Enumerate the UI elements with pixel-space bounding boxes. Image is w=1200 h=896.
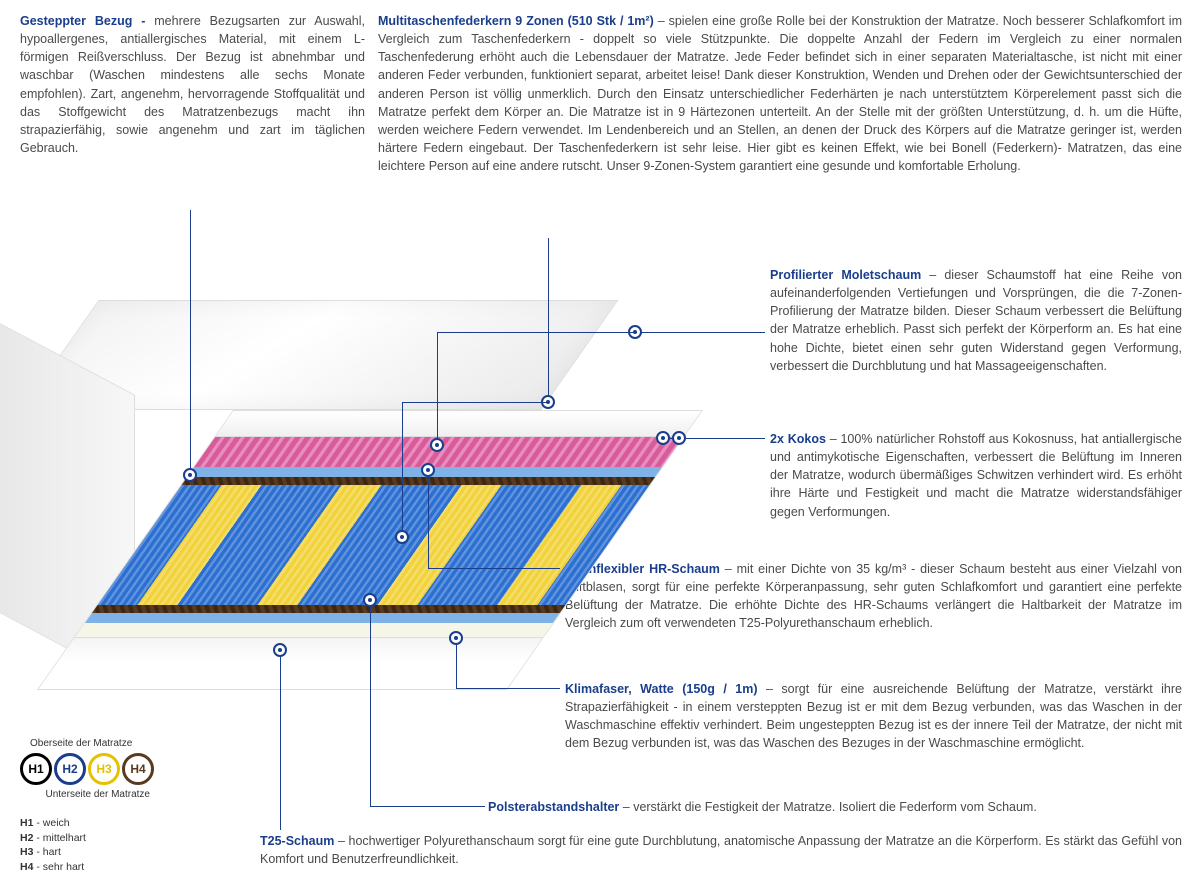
leader-line bbox=[280, 650, 281, 830]
hardness-def-h3: H3 - hart bbox=[20, 845, 154, 860]
callout-marker bbox=[395, 530, 409, 544]
title-federkern: Multitaschenfederkern 9 Zonen (510 Stk /… bbox=[378, 14, 654, 28]
hardness-def-h1: H1 - weich bbox=[20, 816, 154, 831]
callout-marker bbox=[363, 593, 377, 607]
layer-t25 bbox=[75, 623, 553, 637]
title-kokos: 2x Kokos bbox=[770, 432, 826, 446]
leader-line bbox=[437, 332, 637, 333]
leader-line bbox=[402, 402, 548, 403]
hardness-circle-h1: H1 bbox=[20, 753, 52, 785]
section-t25: T25-Schaum – hochwertiger Polyurethansch… bbox=[260, 832, 1182, 868]
leader-line bbox=[640, 332, 765, 333]
hardness-def-h2: H2 - mittelhart bbox=[20, 831, 154, 846]
section-kokos: 2x Kokos – 100% natürlicher Rohstoff aus… bbox=[770, 430, 1182, 521]
title-polster: Polsterabstandshalter bbox=[488, 800, 619, 814]
hardness-def-h4: H4 - sehr hart bbox=[20, 860, 154, 875]
section-bezug: Gesteppter Bezug - mehrere Bezugsarten z… bbox=[20, 12, 365, 157]
callout-marker bbox=[672, 431, 686, 445]
leader-line bbox=[370, 806, 485, 807]
body-t25: – hochwertiger Polyurethanschaum sorgt f… bbox=[260, 834, 1182, 866]
legend-top-label: Oberseite der Matratze bbox=[30, 738, 154, 749]
layer-coco-bottom bbox=[92, 605, 566, 613]
layer-cover-top bbox=[215, 411, 701, 437]
leader-line bbox=[437, 332, 438, 440]
section-polster: Polsterabstandshalter – verstärkt die Fe… bbox=[488, 798, 1182, 816]
callout-marker bbox=[421, 463, 435, 477]
section-federkern: Multitaschenfederkern 9 Zonen (510 Stk /… bbox=[378, 12, 1182, 175]
callout-marker bbox=[183, 468, 197, 482]
title-molet: Profilierter Moletschaum bbox=[770, 268, 921, 282]
body-federkern: – spielen eine große Rolle bei der Konst… bbox=[378, 14, 1182, 173]
leader-line bbox=[402, 402, 403, 532]
body-polster: – verstärkt die Festigkeit der Matratze.… bbox=[619, 800, 1037, 814]
legend-bottom-label: Unterseite der Matratze bbox=[20, 789, 150, 800]
body-bezug: mehrere Bezugsarten zur Auswahl, hypoall… bbox=[20, 14, 365, 155]
leader-line bbox=[370, 600, 371, 806]
hardness-circle-h2: H2 bbox=[54, 753, 86, 785]
callout-marker bbox=[656, 431, 670, 445]
layer-cover-bottom bbox=[58, 637, 543, 661]
leader-line bbox=[456, 638, 457, 688]
callout-marker bbox=[273, 643, 287, 657]
hardness-circle-h3: H3 bbox=[88, 753, 120, 785]
leader-line bbox=[456, 688, 560, 689]
mattress-illustration bbox=[20, 260, 760, 720]
body-kokos: – 100% natürlicher Rohstoff aus Kokosnus… bbox=[770, 432, 1182, 519]
layer-coco-top bbox=[182, 477, 656, 485]
hardness-legend: Oberseite der Matratze H1H2H3H4 Untersei… bbox=[20, 738, 154, 875]
title-bezug: Gesteppter Bezug - bbox=[20, 14, 145, 28]
callout-marker bbox=[449, 631, 463, 645]
section-molet: Profilierter Moletschaum – dieser Schaum… bbox=[770, 266, 1182, 375]
title-t25: T25-Schaum bbox=[260, 834, 334, 848]
leader-line bbox=[548, 238, 549, 398]
body-molet: – dieser Schaumstoff hat eine Reihe von … bbox=[770, 268, 1182, 373]
hardness-circles-row: H1H2H3H4 bbox=[20, 753, 154, 785]
leader-line bbox=[428, 568, 560, 569]
leader-line bbox=[190, 210, 191, 470]
layer-hr-foam-bottom bbox=[85, 613, 560, 623]
layer-pocket-springs bbox=[97, 485, 649, 605]
callout-marker bbox=[430, 438, 444, 452]
hardness-definitions: H1 - weichH2 - mittelhartH3 - hartH4 - s… bbox=[20, 816, 154, 875]
leader-line bbox=[428, 470, 429, 568]
hardness-circle-h4: H4 bbox=[122, 753, 154, 785]
